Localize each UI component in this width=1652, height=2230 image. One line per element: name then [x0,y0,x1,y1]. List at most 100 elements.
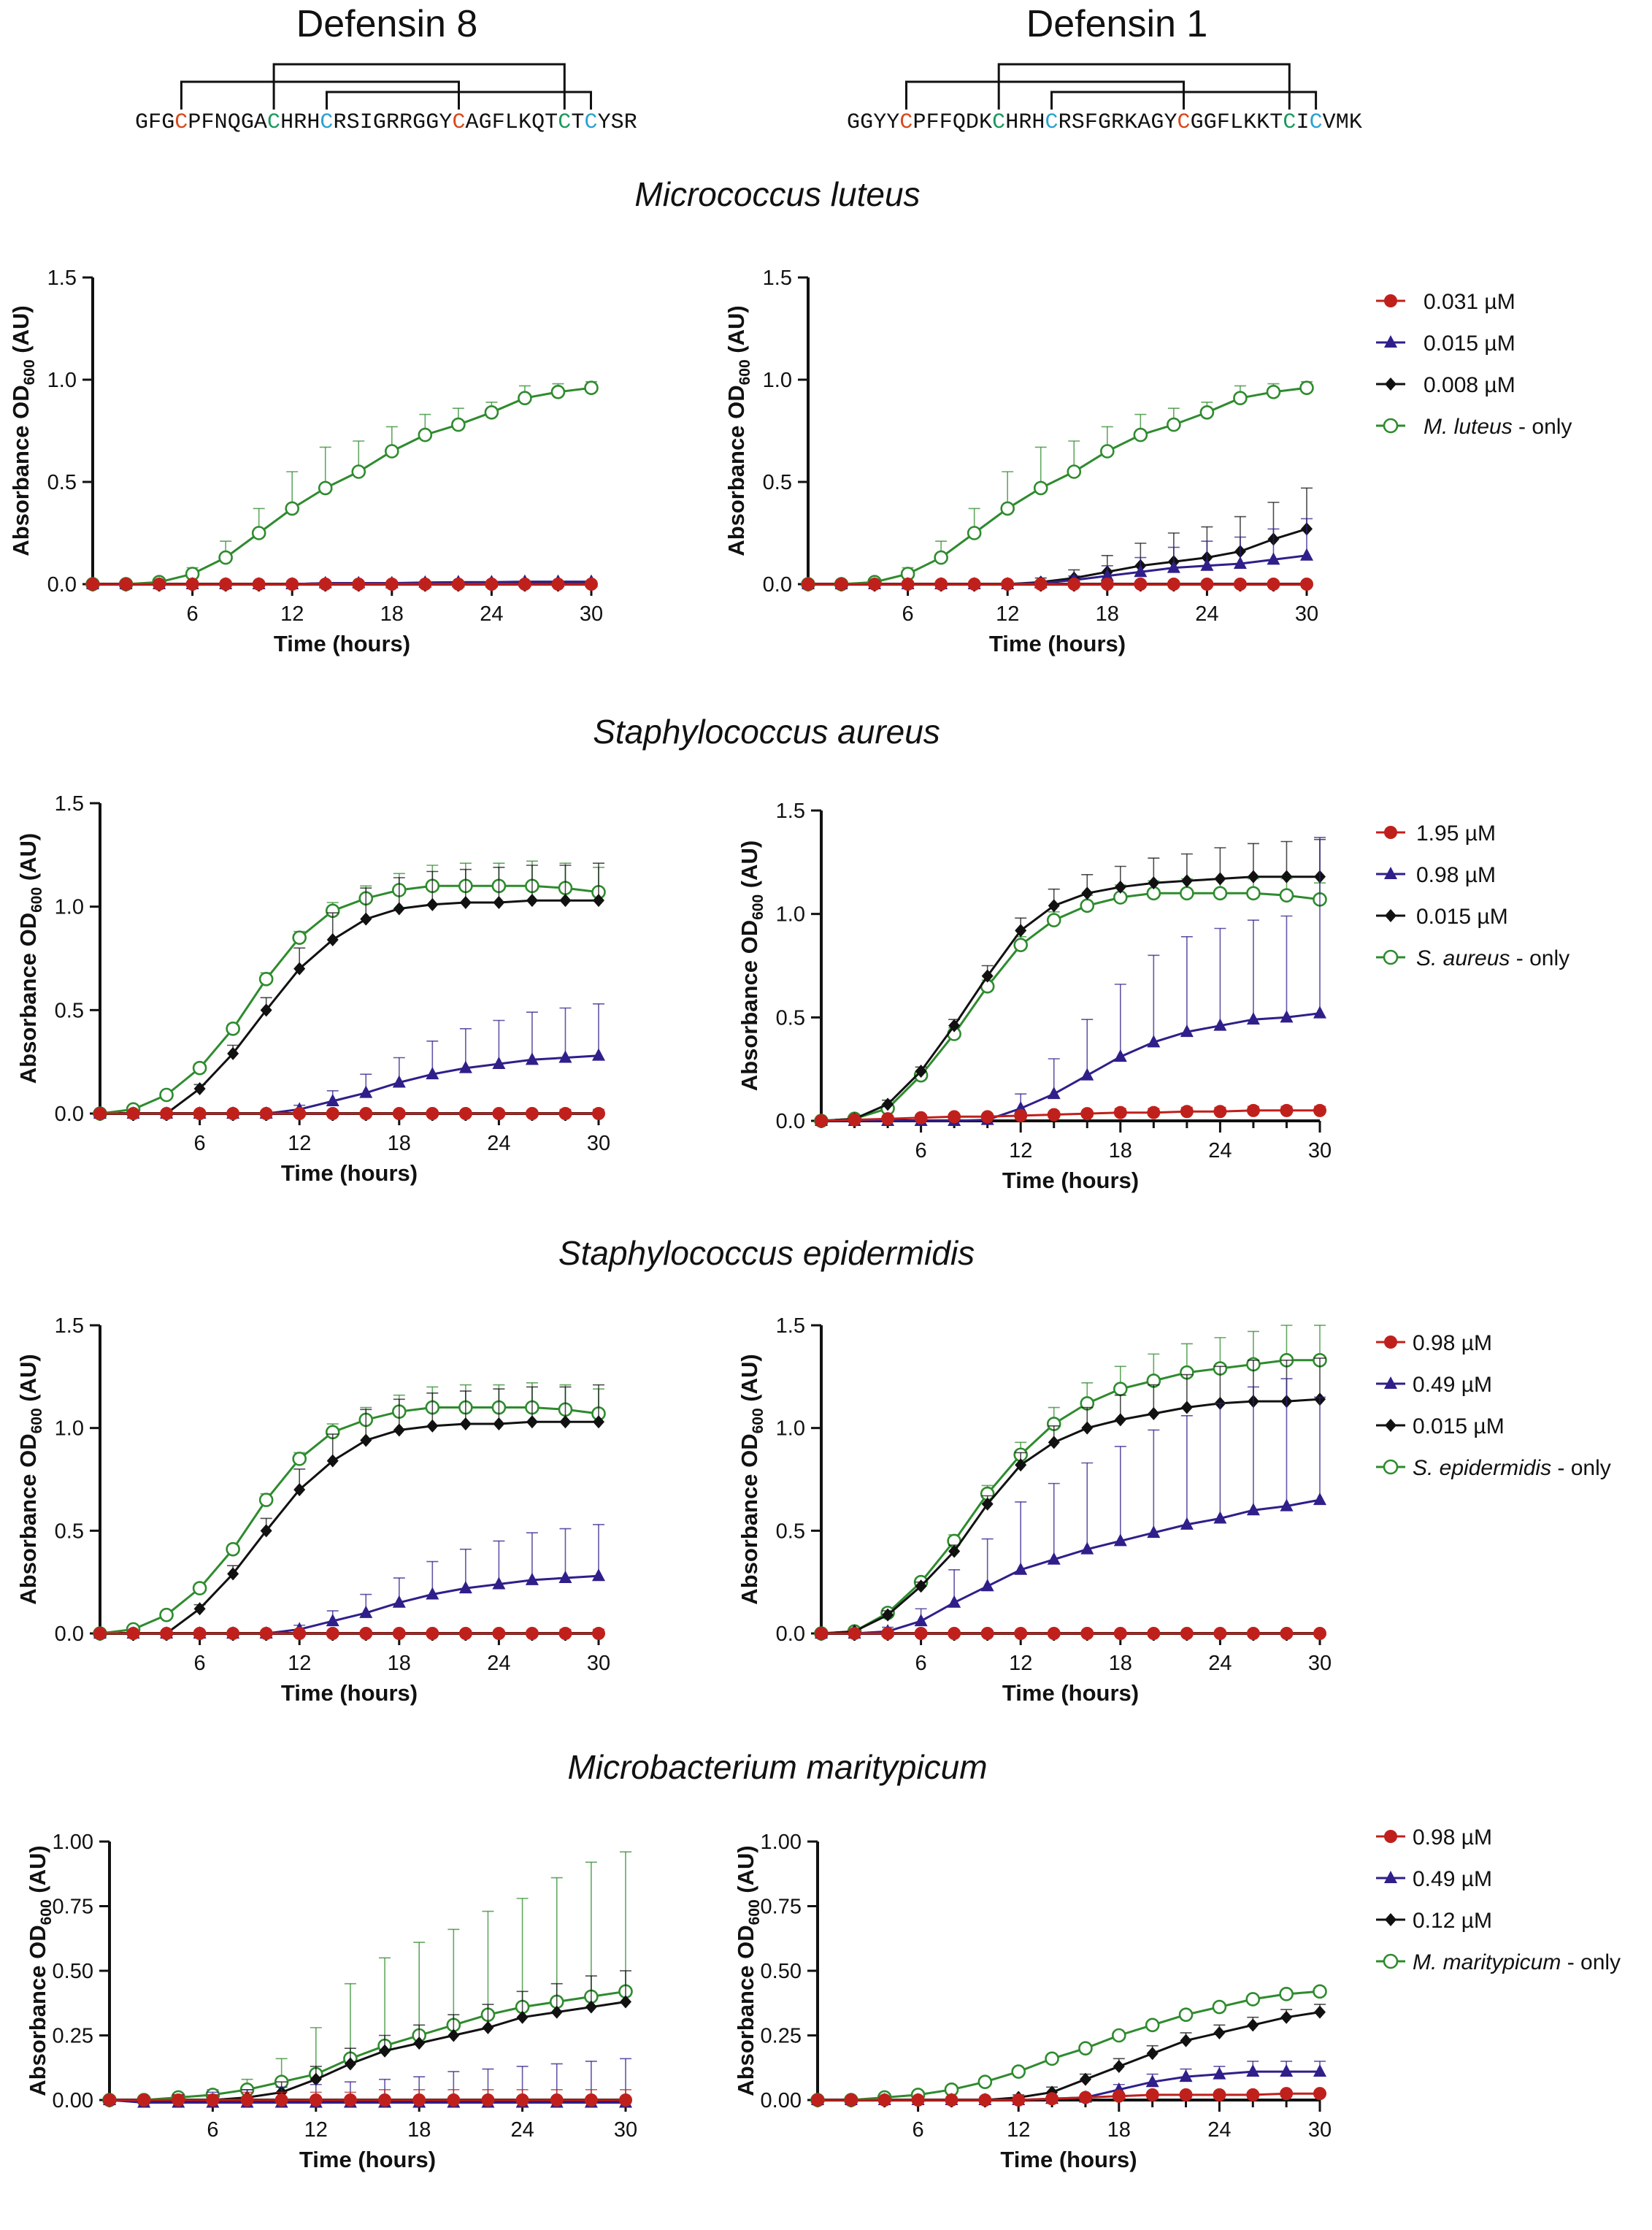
legend-label: 0.015 µM [1416,905,1508,929]
series-line [99,1406,599,1635]
data-point [326,933,339,946]
data-point [326,1614,339,1627]
y-tick-label: 1.5 [776,1314,805,1338]
y-tick-label: 0.75 [53,1896,93,1919]
legend-marker [1384,294,1397,307]
legends: 0.031 µM 0.015 µM 0.008 µM M. luteus - only… [1376,290,1621,1974]
series-line [100,899,599,1115]
data-point [493,1417,505,1431]
data-point [1100,444,1115,459]
residue: H [1031,110,1045,135]
data-point [258,1493,274,1507]
residue: K [518,110,531,135]
chart-se_def1: 0.0 0.5 1.0 1.5 6 12 18 24 30 Time (hours) Absorba… [737,1314,1332,1706]
data-point [160,1107,174,1120]
data-point [1014,1562,1028,1575]
data-point [360,912,372,926]
data-point [1246,2088,1260,2101]
data-point [1267,578,1280,591]
residue: K [1124,110,1137,135]
residue: C [174,110,188,135]
residue: Q [228,110,241,135]
y-tick-label: 0.25 [761,2025,802,2048]
residue: Q [953,110,966,135]
data-point [550,2093,564,2107]
data-point [518,391,532,406]
x-tick-label: 24 [1208,1652,1232,1675]
series-line [821,875,1320,1122]
data-point [451,578,465,591]
data-point [458,1107,472,1120]
x-tick-label: 12 [1009,1652,1032,1675]
data-point [258,972,274,986]
x-axis-label: Time (hours) [281,1680,418,1706]
y-tick-label: 0.00 [761,2089,802,2112]
data-point [911,2093,925,2107]
data-point [458,1060,472,1073]
data-point [226,1541,240,1557]
data-point [343,2093,357,2107]
disulfide-bond [326,91,592,110]
residue: R [1111,110,1124,135]
data-point [1313,2087,1326,2101]
data-point [1148,876,1160,890]
data-point [260,1003,272,1017]
data-point [227,1046,239,1060]
residue: F [148,110,161,135]
y-tick-label: 0.5 [47,471,77,494]
data-point [848,1627,861,1640]
data-point [525,1052,539,1065]
residue: Q [531,110,545,135]
data-point [252,578,266,591]
disulfide-bond [1050,91,1318,110]
data-point [493,896,505,909]
disulfide-bond [272,63,566,110]
data-point [981,969,994,983]
legend-marker [1384,1336,1397,1349]
data-point [518,578,531,591]
data-point [1081,886,1094,900]
data-point [1212,1999,1227,2015]
data-point [1067,578,1081,591]
data-point [1213,2088,1226,2101]
data-point [292,1452,307,1466]
data-point [484,405,499,420]
data-point [882,1608,894,1622]
residue: I [1296,110,1309,135]
data-point [967,578,981,591]
data-point [293,1627,307,1640]
residue: R [334,110,347,135]
series-blue [93,1524,605,1639]
series-green [85,380,599,591]
data-point [967,526,982,540]
data-point [526,1415,538,1429]
data-point [1313,1627,1326,1640]
x-tick-label: 30 [587,1652,610,1675]
data-point [426,1067,439,1080]
series-black [815,838,1326,1127]
data-point [1080,1107,1094,1121]
data-point [1299,380,1314,396]
data-point [1012,2093,1026,2107]
data-point [1213,886,1228,901]
data-point [1200,558,1214,571]
x-tick-label: 6 [187,602,199,626]
data-point [914,1111,928,1124]
residue: G [426,110,439,135]
data-point [1280,870,1293,884]
data-point [844,2093,858,2107]
data-point [1199,405,1215,420]
residue: G [847,110,860,135]
data-point [559,1415,572,1429]
data-point [285,578,299,591]
y-tick-label: 0.5 [776,1006,805,1030]
legend-marker [1383,418,1399,434]
data-point [1048,899,1060,913]
data-point [392,1075,406,1088]
data-point [393,902,405,916]
legend-label: 0.008 µM [1424,373,1515,397]
data-point [1047,1627,1061,1640]
residue: P [913,110,926,135]
data-point [1145,2018,1160,2033]
series-red [811,2087,1326,2107]
